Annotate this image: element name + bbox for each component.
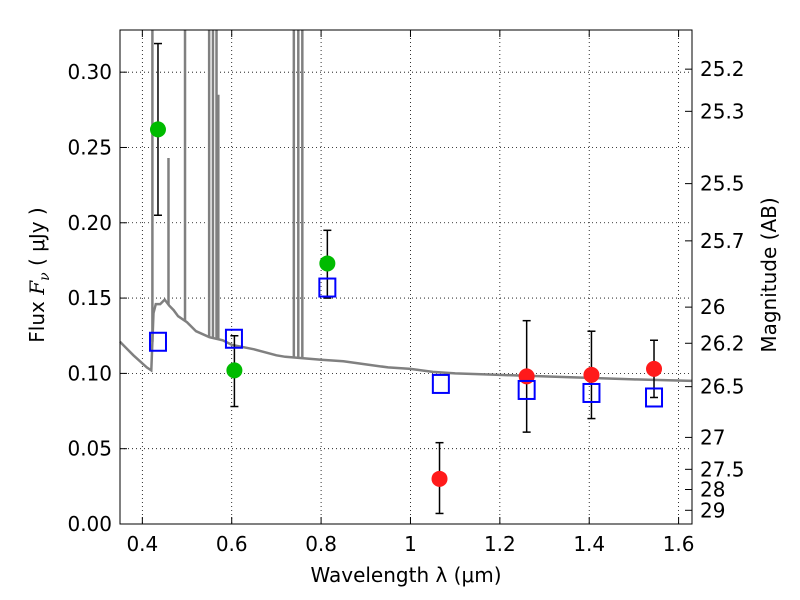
magnitude-tick-label: 25.3 xyxy=(700,99,745,123)
model-flux-square xyxy=(517,379,536,400)
grid xyxy=(120,30,692,525)
flux-point xyxy=(583,366,600,383)
model-flux-square xyxy=(318,277,337,298)
magnitude-tick-label: 25.7 xyxy=(700,229,745,253)
y-axis-ticks: 0.00 0.05 0.10 0.15 0.20 0.25 0.30 xyxy=(67,60,127,536)
magnitude-tick-label: 29 xyxy=(700,498,725,522)
magnitude-tick-label: 26 xyxy=(700,295,725,319)
flux-point xyxy=(646,360,663,377)
y-axis-label-subscript: ν xyxy=(37,272,53,281)
x-tick-label: 1 xyxy=(404,532,417,556)
flux-point xyxy=(226,362,243,379)
magnitude-tick-label: 25.2 xyxy=(700,57,745,81)
y-tick-label: 0.10 xyxy=(67,361,112,385)
photometry-points xyxy=(148,42,664,515)
magnitude-tick-label: 26.2 xyxy=(700,331,745,355)
x-axis-ticks: 0.4 0.6 0.8 1 1.2 1.4 1.6 xyxy=(126,30,695,556)
model-flux-square xyxy=(148,331,167,352)
y-tick-label: 0.05 xyxy=(67,437,112,461)
plot-frame xyxy=(119,29,693,525)
y-tick-label: 0.00 xyxy=(67,512,112,536)
magnitude-tick-label: 27.5 xyxy=(700,457,745,481)
sed-model-line xyxy=(119,297,693,383)
y-axis-label: Flux Fν ( μJy ) xyxy=(25,207,53,342)
flux-point xyxy=(518,368,535,385)
x-axis-label: Wavelength λ (μm) xyxy=(310,563,501,587)
x-tick-label: 1.2 xyxy=(484,532,516,556)
model-flux-square xyxy=(431,373,450,394)
flux-point xyxy=(319,255,336,272)
x-tick-label: 0.6 xyxy=(216,532,248,556)
y-tick-label: 0.15 xyxy=(67,286,112,310)
y-tick-label: 0.25 xyxy=(67,135,112,159)
model-flux-square xyxy=(582,382,601,403)
y-tick-label: 0.20 xyxy=(67,211,112,235)
model-flux-square xyxy=(224,328,243,349)
magnitude-tick-label: 28 xyxy=(700,478,725,502)
magnitude-tick-label: 26.5 xyxy=(700,375,745,399)
x-tick-label: 0.8 xyxy=(305,532,337,556)
model-flux-square xyxy=(645,387,664,408)
y-axis-label-unit: ( μJy ) xyxy=(25,207,49,272)
y-axis-label-prefix: Flux xyxy=(25,295,49,343)
sed-model-curve xyxy=(119,30,693,383)
magnitude-axis-label: Magnitude (AB) xyxy=(757,197,781,352)
x-tick-label: 1.4 xyxy=(573,532,605,556)
flux-point xyxy=(431,470,448,487)
flux-point xyxy=(149,121,166,138)
y-axis-label-symbol: F xyxy=(25,280,49,296)
magnitude-tick-label: 27 xyxy=(700,425,725,449)
x-tick-label: 1.6 xyxy=(663,532,695,556)
y-tick-label: 0.30 xyxy=(67,60,112,84)
x-tick-label: 0.4 xyxy=(126,532,158,556)
magnitude-tick-label: 25.5 xyxy=(700,172,745,196)
